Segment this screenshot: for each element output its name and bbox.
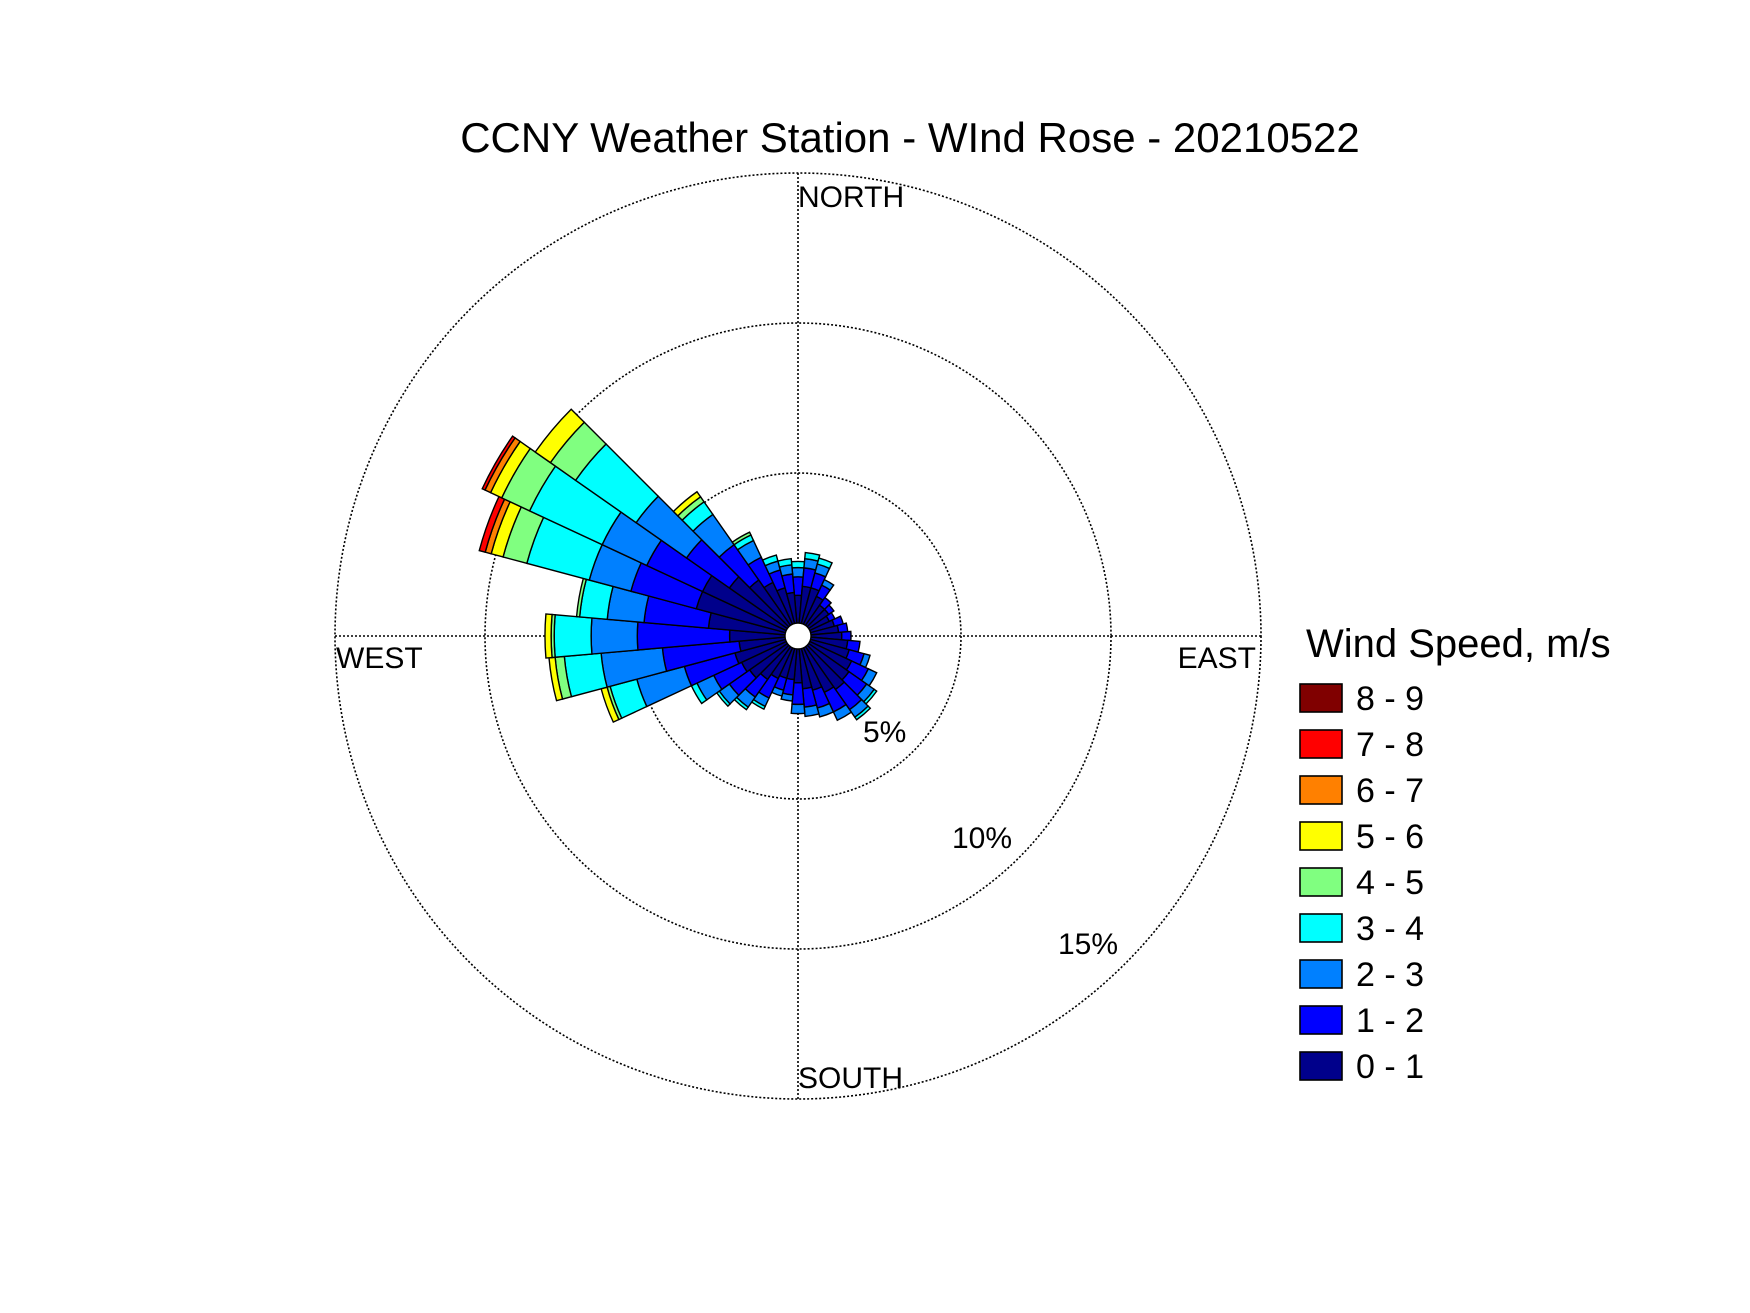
- sector-20-speed-3-4: [816, 557, 834, 570]
- sector-30-speed-2-3: [820, 578, 835, 592]
- sector-90-speed-1-2: [840, 630, 852, 642]
- sector-320-speed-5-6: [672, 490, 702, 517]
- sector-150-speed-2-3: [832, 703, 853, 722]
- sector-300-speed-7-8: [481, 435, 517, 491]
- sector-270-speed-5-6: [544, 613, 553, 659]
- legend-swatch: [1299, 913, 1343, 943]
- legend-label: 2 - 3: [1356, 956, 1424, 994]
- sector-80-speed-1-2: [836, 622, 849, 634]
- sector-190-speed-2-3: [780, 692, 794, 702]
- radial-tick-label-10: 10%: [952, 822, 1012, 855]
- calm-center-circle: [784, 622, 812, 650]
- radial-tick-label-15: 15%: [1058, 928, 1118, 961]
- sector-170-speed-2-3: [803, 704, 820, 718]
- sector-270-speed-3-4: [553, 613, 593, 659]
- legend-label: 6 - 7: [1356, 772, 1424, 810]
- direction-label-north: NORTH: [798, 181, 904, 214]
- legend-label: 8 - 9: [1356, 680, 1424, 718]
- legend-title: Wind Speed, m/s: [1306, 622, 1611, 666]
- sector-180-speed-2-3: [790, 703, 806, 715]
- sector-40-speed-1-2: [818, 596, 833, 611]
- direction-label-west: WEST: [336, 642, 423, 675]
- sector-270-speed-2-3: [590, 617, 639, 655]
- legend-swatch: [1299, 867, 1343, 897]
- chart-title: CCNY Weather Station - WInd Rose - 20210…: [460, 114, 1360, 161]
- direction-label-east: EAST: [1178, 642, 1256, 675]
- legend-label: 4 - 5: [1356, 864, 1424, 902]
- polar-grid: [334, 172, 1262, 1100]
- legend-swatch: [1299, 1051, 1343, 1081]
- legend-swatch: [1299, 775, 1343, 805]
- legend-swatch: [1299, 1005, 1343, 1035]
- direction-label-south: SOUTH: [798, 1062, 903, 1095]
- legend-label: 1 - 2: [1356, 1002, 1424, 1040]
- sector-310-speed-5-6: [534, 408, 586, 464]
- legend-label: 3 - 4: [1356, 910, 1424, 948]
- legend-label: 7 - 8: [1356, 726, 1424, 764]
- sector-340-speed-3-4: [761, 554, 779, 567]
- legend-swatch: [1299, 821, 1343, 851]
- legend-label: 0 - 1: [1356, 1048, 1424, 1086]
- radial-tick-label-5: 5%: [863, 716, 906, 749]
- wind-rose-sectors: [478, 408, 878, 724]
- sector-0-speed-2-3: [791, 566, 805, 578]
- legend-label: 5 - 6: [1356, 818, 1424, 856]
- sector-350-speed-3-4: [777, 557, 793, 568]
- sector-160-speed-2-3: [816, 702, 835, 718]
- sector-140-speed-3-4: [853, 705, 872, 721]
- sector-260-speed-3-4: [563, 652, 608, 698]
- legend-swatch: [1299, 683, 1343, 713]
- legend-swatch: [1299, 729, 1343, 759]
- legend: Wind Speed, m/s 8 - 9 7 - 8 6 - 7 5 - 6 4 - …: [1299, 622, 1611, 1086]
- legend-swatch: [1299, 959, 1343, 989]
- sector-10-speed-3-4: [804, 551, 821, 562]
- sector-0-speed-3-4: [790, 560, 806, 569]
- sector-330-speed-4-5: [731, 531, 752, 546]
- legend-items: 8 - 9 7 - 8 6 - 7 5 - 6 4 - 5 3 - 4 2 - 3 1 - 2…: [1299, 680, 1424, 1086]
